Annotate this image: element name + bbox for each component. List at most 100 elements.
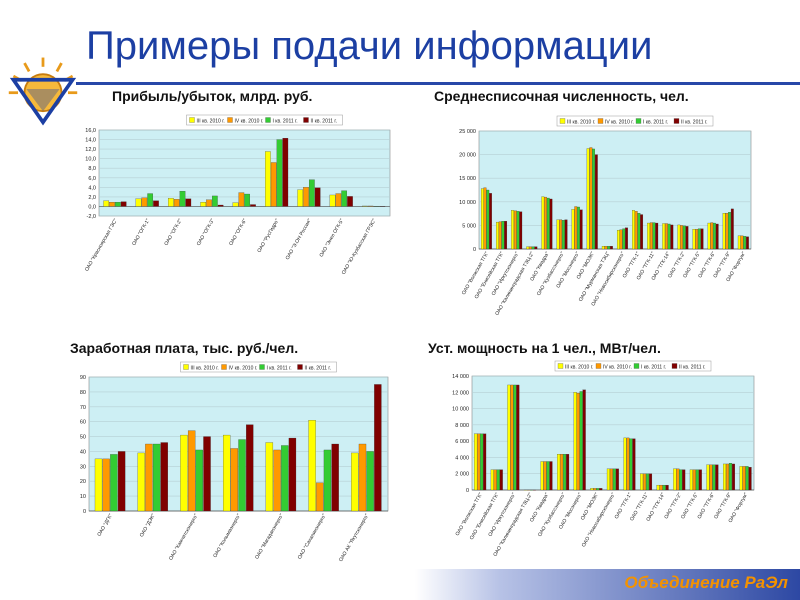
bar — [489, 193, 492, 250]
bar — [141, 197, 148, 207]
bar — [513, 384, 517, 491]
bar — [563, 454, 567, 491]
y-tick-label: 12,0 — [85, 147, 96, 153]
bar — [187, 430, 196, 512]
bar — [559, 219, 563, 250]
bar — [238, 439, 246, 512]
bar — [477, 433, 481, 491]
bar — [723, 463, 727, 491]
bar — [246, 424, 254, 512]
bar — [329, 194, 336, 207]
chart-svg: -2,0 0,0 2,0 4,0 6,0 8,0 10,0 12,0 14,0 16,0 III к… — [84, 114, 391, 276]
y-tick-label: 16,0 — [85, 128, 96, 134]
bar — [556, 219, 560, 250]
bar — [685, 226, 689, 250]
legend-label: II кв. 2011 г. — [679, 364, 706, 370]
legend-label: II кв. 2011 г. — [305, 365, 332, 371]
bar — [662, 484, 666, 491]
bar — [549, 198, 553, 250]
x-tick-label: ОАО "Иркутскэнерго" — [491, 251, 521, 297]
bar — [571, 209, 575, 250]
bar — [94, 458, 103, 512]
bar — [102, 458, 110, 512]
bar — [745, 466, 749, 491]
x-tick-label: ОАО АК "Якутскэнерго" — [338, 513, 370, 563]
bar — [574, 206, 578, 250]
bar — [632, 438, 636, 491]
legend-swatch — [227, 117, 233, 123]
bar — [564, 219, 568, 250]
bar — [619, 229, 623, 250]
bar — [643, 473, 647, 491]
bar — [179, 191, 186, 207]
bar — [589, 147, 593, 250]
x-tick-label: ОАО "ОГК-3" — [196, 218, 216, 247]
bar — [490, 469, 494, 491]
bar — [713, 222, 716, 250]
bar — [677, 224, 681, 250]
y-tick-label: 50 — [80, 435, 86, 441]
legend-swatch — [265, 117, 271, 123]
bar — [323, 449, 332, 512]
company-logo — [8, 57, 78, 126]
bar — [610, 246, 613, 250]
bar — [646, 473, 650, 491]
bar — [626, 437, 630, 491]
legend-swatch — [595, 363, 602, 369]
y-tick-label: 6 000 — [455, 439, 469, 445]
y-tick-label: 15 000 — [459, 176, 476, 182]
legend-swatch — [635, 118, 642, 124]
chart-title-salary: Заработная плата, тыс. руб./чел. — [70, 340, 299, 356]
chart-title-capacity: Уст. мощность на 1 чел., МВт/чел. — [428, 340, 661, 356]
bar — [374, 384, 382, 512]
bar — [667, 223, 671, 250]
bar — [706, 464, 710, 491]
bar — [673, 468, 677, 491]
y-tick-label: 0 — [466, 488, 469, 494]
bar — [544, 196, 547, 250]
y-tick-label: 20 — [80, 479, 86, 485]
bar — [731, 463, 735, 491]
y-tick-label: 8,0 — [88, 166, 96, 172]
bar — [599, 488, 603, 491]
bar — [200, 202, 207, 207]
bar — [480, 188, 484, 250]
bar — [728, 463, 732, 491]
bar — [596, 488, 600, 491]
legend-label: IV кв. 2010 г. — [603, 364, 632, 370]
bar — [579, 209, 583, 250]
bar — [109, 202, 115, 207]
bar — [715, 464, 719, 491]
bar — [577, 206, 580, 250]
bar — [640, 214, 644, 250]
bar — [743, 236, 747, 250]
bar — [120, 201, 127, 207]
bar — [549, 461, 553, 491]
bar — [206, 199, 212, 207]
x-tick-label: ОАО "Камчатскэнерго" — [168, 513, 200, 562]
x-tick-label: ОАО "ДЭК" — [139, 513, 157, 538]
bar — [531, 246, 535, 250]
chart-svg: 0 2 000 4 000 6 000 8 000 10 000 12 000 14 000 I… — [452, 360, 755, 558]
y-tick-label: -2,0 — [87, 214, 96, 220]
bar — [238, 192, 245, 207]
y-tick-label: 10 000 — [452, 407, 469, 413]
legend-label: I кв. 2011 г. — [643, 119, 668, 125]
bar — [695, 229, 699, 250]
bar — [709, 464, 713, 491]
bar — [281, 445, 289, 512]
legend-swatch — [633, 363, 640, 369]
bar — [676, 468, 680, 491]
bar — [540, 461, 544, 491]
y-tick-label: 4,0 — [88, 185, 96, 191]
bar — [707, 222, 711, 250]
bar — [670, 224, 674, 250]
bar — [557, 454, 561, 491]
bar — [474, 433, 478, 491]
y-tick-label: 40 — [80, 449, 86, 455]
y-tick-label: 30 — [80, 464, 86, 470]
bar — [516, 211, 520, 250]
bar — [308, 420, 316, 512]
bar — [546, 197, 550, 250]
legend-box — [554, 360, 712, 372]
